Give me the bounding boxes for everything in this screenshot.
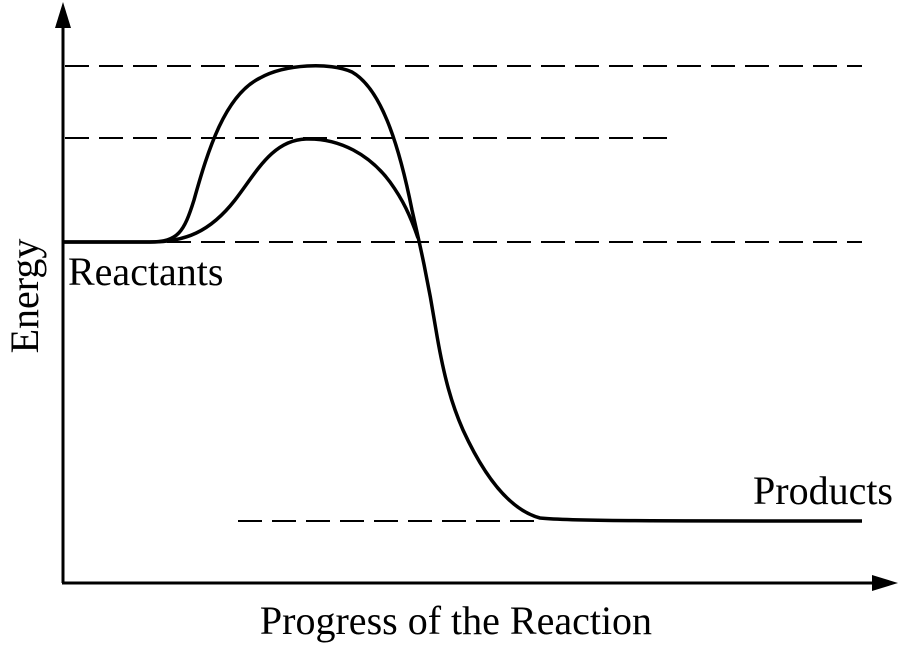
products-label: Products xyxy=(753,468,893,513)
reactants-label: Reactants xyxy=(68,249,224,294)
catalyzed-energy-curve xyxy=(63,137,420,244)
x-axis-label: Progress of the Reaction xyxy=(260,598,652,643)
y-axis-label: Energy xyxy=(2,239,47,354)
x-axis-arrowhead xyxy=(872,575,898,591)
y-axis-arrowhead xyxy=(55,2,71,28)
